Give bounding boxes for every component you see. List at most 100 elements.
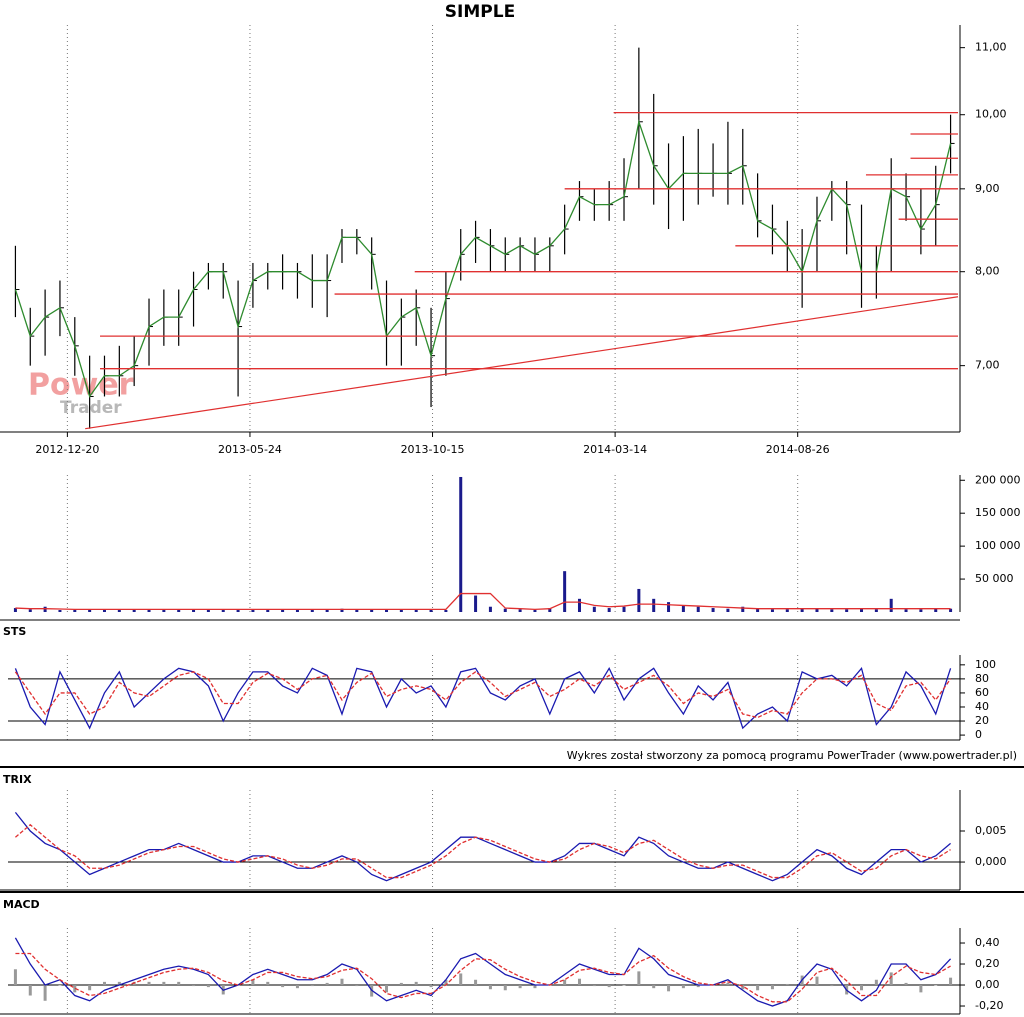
y-tick-label: 100 000 xyxy=(975,539,1021,552)
bar xyxy=(192,985,196,987)
watermark: Power xyxy=(28,368,134,403)
bar xyxy=(681,605,685,612)
bar xyxy=(414,610,418,612)
bar xyxy=(815,976,819,986)
x-tick-label: 2012-12-20 xyxy=(35,443,99,456)
y-tick-label: 150 000 xyxy=(975,506,1021,519)
bar xyxy=(533,985,537,989)
y-tick-label: 0,00 xyxy=(975,978,1000,991)
bar xyxy=(429,985,433,988)
bar xyxy=(43,606,47,612)
bar xyxy=(756,985,760,991)
bar xyxy=(429,609,433,612)
bar xyxy=(459,973,463,986)
bar xyxy=(295,610,299,612)
bar xyxy=(860,985,864,991)
bar xyxy=(607,608,611,612)
y-tick-label: 8,00 xyxy=(975,265,1000,278)
bar xyxy=(88,985,92,991)
bar xyxy=(474,979,478,986)
y-tick-label: 0,40 xyxy=(975,936,1000,949)
bar xyxy=(622,985,626,986)
x-tick-label: 2013-05-24 xyxy=(218,443,282,456)
y-tick-label: -0,20 xyxy=(975,999,1003,1012)
bar xyxy=(206,985,210,988)
bar xyxy=(652,598,656,612)
bar xyxy=(949,608,953,612)
bar xyxy=(28,609,32,612)
bar xyxy=(548,608,552,612)
bar xyxy=(667,985,671,992)
bar xyxy=(800,608,804,612)
bar xyxy=(13,969,17,986)
bar xyxy=(726,608,730,612)
bar xyxy=(414,981,418,986)
bar xyxy=(815,608,819,612)
bar xyxy=(652,985,656,989)
bar xyxy=(13,608,17,612)
panel-title: STS xyxy=(3,625,26,638)
bar xyxy=(310,985,314,987)
y-tick-label: 50 000 xyxy=(975,572,1014,585)
bar xyxy=(711,608,715,612)
bar xyxy=(251,610,255,612)
bar xyxy=(488,985,492,990)
bar xyxy=(132,609,136,612)
y-tick-label: 10,00 xyxy=(975,108,1007,121)
bar xyxy=(281,985,285,988)
bar xyxy=(607,985,611,988)
bar xyxy=(934,608,938,612)
bar xyxy=(177,610,181,612)
y-tick-label: 60 xyxy=(975,686,989,699)
bar xyxy=(488,606,492,612)
bar xyxy=(266,610,270,612)
bar xyxy=(637,588,641,612)
series-line xyxy=(14,811,951,882)
bar xyxy=(637,971,641,986)
bar xyxy=(845,609,849,612)
bar xyxy=(147,610,151,612)
series-line xyxy=(15,823,951,879)
bar xyxy=(58,985,62,986)
bar xyxy=(563,571,567,612)
bar xyxy=(340,608,344,612)
trend-line xyxy=(85,296,959,430)
bar xyxy=(295,985,299,989)
bar xyxy=(860,608,864,612)
y-tick-label: 0,000 xyxy=(975,855,1007,868)
y-tick-label: 200 000 xyxy=(975,473,1021,486)
bar xyxy=(949,977,953,986)
x-tick-label: 2014-08-26 xyxy=(766,443,830,456)
bar xyxy=(399,982,403,986)
bar xyxy=(696,985,700,988)
series-line xyxy=(14,671,952,719)
bar xyxy=(785,609,789,612)
bar xyxy=(696,606,700,612)
bar xyxy=(192,609,196,612)
price-line xyxy=(14,119,952,398)
bar xyxy=(830,609,834,612)
bar xyxy=(325,609,329,612)
bar xyxy=(577,978,581,986)
bar xyxy=(117,981,121,986)
bar xyxy=(310,610,314,612)
x-tick-label: 2013-10-15 xyxy=(401,443,465,456)
bar xyxy=(889,972,893,986)
bar xyxy=(236,610,240,612)
bar xyxy=(206,610,210,612)
bar xyxy=(28,985,32,996)
bar xyxy=(385,610,389,612)
bar xyxy=(934,985,938,986)
bar xyxy=(919,985,923,993)
bar xyxy=(340,978,344,986)
bar xyxy=(770,985,774,990)
bar xyxy=(919,609,923,612)
watermark: Trader xyxy=(60,398,122,418)
y-tick-label: 40 xyxy=(975,700,989,713)
bar xyxy=(503,985,507,991)
series-line xyxy=(14,666,952,730)
bar xyxy=(667,602,671,612)
bar xyxy=(681,985,685,989)
bar xyxy=(117,610,121,612)
series-line xyxy=(15,592,951,611)
